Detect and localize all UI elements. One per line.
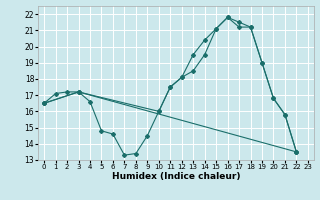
X-axis label: Humidex (Indice chaleur): Humidex (Indice chaleur) (112, 172, 240, 181)
